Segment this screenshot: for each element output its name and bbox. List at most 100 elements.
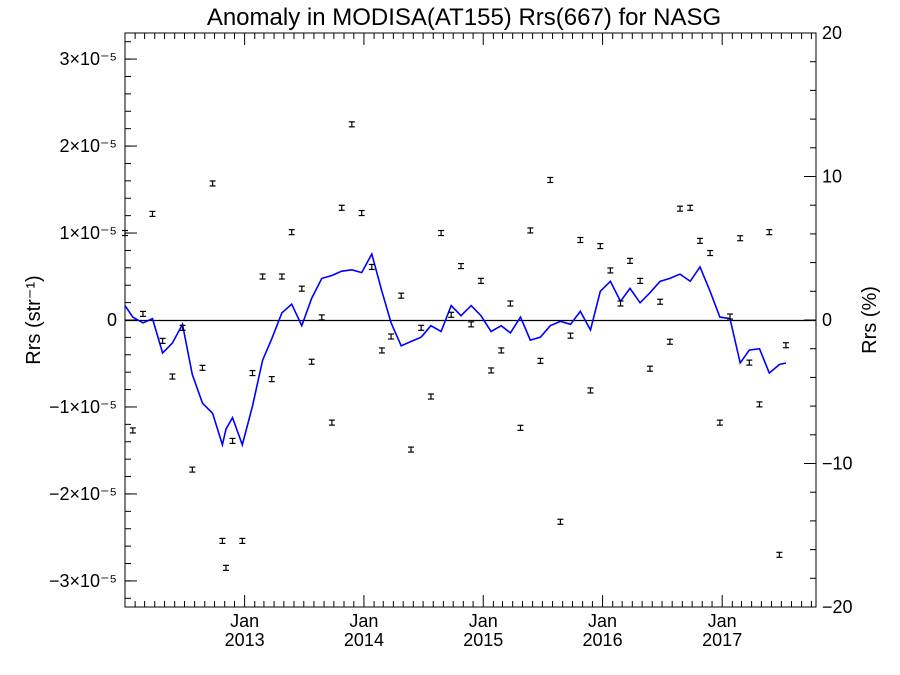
- data-point: [209, 180, 216, 187]
- data-point: [517, 424, 524, 431]
- data-point: [746, 359, 753, 366]
- x-tick-label-year: 2016: [583, 630, 623, 650]
- data-point: [696, 237, 703, 244]
- data-point: [557, 518, 564, 525]
- data-point: [716, 419, 723, 426]
- right-tick-label: −20: [822, 597, 853, 617]
- data-point: [223, 564, 230, 571]
- data-point: [527, 227, 534, 234]
- data-point: [398, 292, 405, 299]
- series-points-layer: [122, 121, 789, 571]
- data-point: [666, 338, 673, 345]
- data-point: [468, 321, 475, 328]
- x-tick-label-year: 2014: [344, 630, 384, 650]
- data-point: [488, 367, 495, 374]
- data-point: [477, 277, 484, 284]
- data-point: [507, 300, 514, 307]
- right-axis-ticks: 20 10 0 −10 −20: [804, 23, 853, 617]
- left-tick-label: 2×10⁻⁵: [59, 136, 117, 156]
- data-point: [408, 446, 415, 453]
- data-point: [318, 314, 325, 321]
- data-point: [368, 263, 375, 271]
- left-tick-label: −2×10⁻⁵: [49, 484, 117, 504]
- right-tick-label: −10: [822, 454, 853, 474]
- data-point: [122, 229, 128, 237]
- data-point: [782, 342, 789, 349]
- data-point: [537, 357, 544, 364]
- data-point: [259, 273, 266, 280]
- data-point: [288, 229, 295, 236]
- data-point: [727, 313, 734, 320]
- data-point: [577, 236, 584, 244]
- data-point: [199, 364, 206, 371]
- data-point: [358, 209, 365, 217]
- data-point: [657, 298, 664, 305]
- series-line-layer: [124, 251, 787, 448]
- right-tick-label: 20: [822, 23, 842, 43]
- data-point: [328, 419, 335, 426]
- y-axis-label-right: Rrs (%): [859, 286, 881, 354]
- data-point: [338, 204, 345, 211]
- y-axis-label-left: Rrs (str⁻¹): [23, 275, 45, 364]
- data-point: [278, 273, 285, 280]
- x-tick-label-year: 2015: [463, 630, 503, 650]
- data-point: [498, 347, 505, 354]
- data-point: [189, 466, 196, 473]
- left-tick-label: 1×10⁻⁵: [59, 223, 117, 243]
- data-point: [776, 551, 783, 558]
- left-axis-ticks: 3×10⁻⁵ 2×10⁻⁵ 1×10⁻⁵ 0 −1×10⁻⁵ −2×10⁻⁵ −3×10⁻⁵: [49, 41, 137, 599]
- data-point: [567, 332, 574, 339]
- data-point: [388, 333, 395, 340]
- data-point: [448, 311, 455, 318]
- data-point: [308, 358, 315, 365]
- data-point: [597, 242, 604, 250]
- data-point: [348, 121, 355, 128]
- x-tick-label-month: Jan: [230, 611, 259, 631]
- data-point: [268, 376, 275, 383]
- data-point: [737, 235, 744, 242]
- data-point: [637, 277, 644, 284]
- data-point: [229, 437, 236, 444]
- data-point: [458, 262, 465, 270]
- data-point: [139, 310, 146, 318]
- left-tick-label: −3×10⁻⁵: [49, 571, 117, 591]
- data-point: [646, 365, 653, 372]
- x-tick-label-year: 2013: [225, 630, 265, 650]
- data-point: [427, 393, 434, 400]
- data-point: [677, 205, 684, 212]
- chart-title: Anomaly in MODISA(AT155) Rrs(667) for NA…: [207, 4, 721, 31]
- data-point: [607, 267, 614, 274]
- data-point: [617, 300, 624, 307]
- data-point: [149, 210, 156, 217]
- data-point: [707, 249, 714, 257]
- left-tick-label: 0: [107, 310, 117, 330]
- series-line: [124, 251, 787, 448]
- data-point: [438, 229, 445, 237]
- data-point: [129, 427, 136, 434]
- data-point: [547, 176, 554, 184]
- left-tick-label: 3×10⁻⁵: [59, 49, 117, 69]
- data-point: [219, 537, 226, 545]
- data-point: [418, 324, 425, 331]
- x-tick-label-month: Jan: [469, 611, 498, 631]
- data-point: [169, 373, 176, 380]
- data-point: [756, 401, 763, 408]
- x-tick-label-month: Jan: [588, 611, 617, 631]
- right-tick-label: 0: [822, 310, 832, 330]
- data-point: [378, 347, 385, 354]
- data-point: [687, 204, 694, 211]
- data-point: [179, 324, 186, 331]
- data-point: [766, 229, 773, 236]
- x-tick-label-month: Jan: [349, 611, 378, 631]
- x-tick-label-month: Jan: [708, 611, 737, 631]
- right-tick-label: 10: [822, 167, 842, 187]
- data-point: [239, 537, 246, 545]
- data-point: [249, 369, 256, 377]
- data-point: [298, 285, 305, 292]
- left-tick-label: −1×10⁻⁵: [49, 397, 117, 417]
- data-point: [587, 387, 594, 394]
- data-point: [627, 257, 634, 264]
- x-tick-label-year: 2017: [702, 630, 742, 650]
